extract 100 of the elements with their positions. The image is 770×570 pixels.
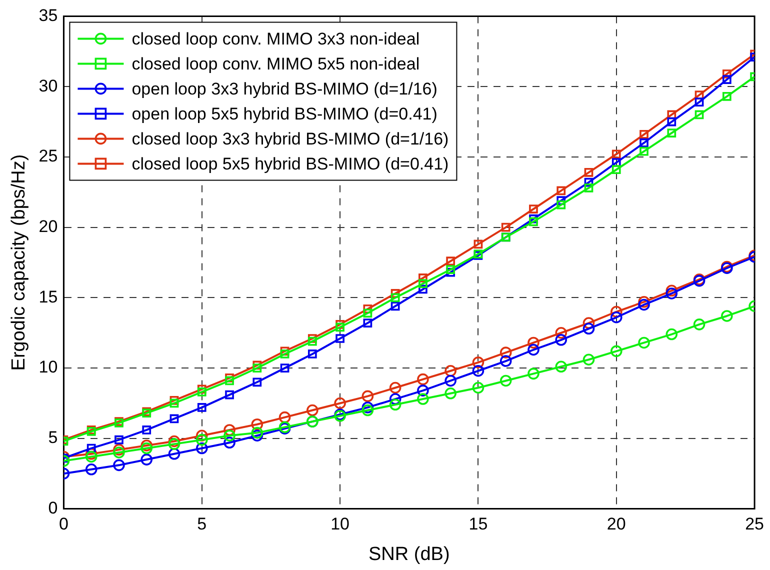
point [390, 293, 400, 302]
point [638, 336, 650, 349]
legend-label: closed loop 3x3 hybrid BS-MIMO (d=1/16) [132, 129, 449, 148]
legend-label: closed loop conv. MIMO 5x5 non-ideal [132, 54, 420, 74]
point [168, 438, 180, 450]
point [610, 345, 622, 358]
point [556, 196, 566, 206]
point [474, 240, 483, 249]
point [693, 318, 706, 330]
point [667, 110, 676, 120]
legend-label: closed loop 5x5 hybrid BS-MIMO (d=0.41) [132, 154, 449, 174]
point [280, 364, 290, 372]
point [446, 256, 456, 266]
point [113, 444, 125, 456]
point [582, 317, 595, 329]
point [582, 354, 595, 366]
point [85, 450, 98, 463]
point [225, 390, 234, 400]
point [694, 98, 704, 106]
point [694, 90, 704, 100]
point [278, 411, 291, 424]
point [666, 288, 678, 300]
point [722, 75, 732, 84]
x-tick-label: 5 [197, 514, 207, 534]
y-tick-label: 35 [38, 6, 58, 25]
point [582, 322, 595, 335]
point [225, 376, 234, 386]
point [334, 397, 346, 410]
y-tick-label: 20 [38, 217, 58, 236]
point [170, 414, 179, 424]
point [417, 373, 429, 386]
point [85, 463, 98, 476]
point [224, 424, 236, 436]
point [666, 284, 678, 297]
point [362, 404, 374, 416]
point [224, 436, 236, 449]
point [251, 418, 264, 430]
point [555, 334, 568, 346]
point [446, 265, 456, 274]
point [472, 382, 484, 394]
y-tick-label: 25 [38, 146, 58, 166]
point [501, 222, 510, 232]
point [418, 279, 428, 288]
point [472, 364, 484, 377]
point [197, 403, 206, 412]
point [640, 138, 648, 148]
point [444, 364, 456, 377]
point [389, 393, 402, 405]
point [722, 69, 732, 78]
point [640, 130, 648, 139]
x-tick-label: 10 [330, 514, 350, 534]
point [555, 326, 568, 339]
point [667, 128, 676, 138]
point [389, 398, 402, 411]
point [389, 382, 402, 394]
point [390, 289, 400, 298]
point [196, 430, 208, 442]
x-tick-label: 15 [468, 514, 488, 534]
point [113, 459, 125, 472]
point [500, 346, 512, 358]
point [444, 387, 456, 400]
point [140, 442, 153, 454]
y-tick-label: 30 [38, 76, 58, 96]
point [472, 356, 484, 368]
point [363, 304, 372, 314]
point [528, 368, 540, 380]
point [529, 204, 538, 214]
y-tick-label: 5 [48, 428, 58, 448]
point [584, 183, 594, 192]
point [113, 446, 125, 458]
point [584, 168, 594, 177]
point [721, 310, 733, 322]
point [252, 378, 262, 387]
point [694, 110, 704, 120]
point [306, 404, 318, 416]
point [556, 200, 566, 210]
y-tick-label: 0 [48, 498, 58, 518]
legend-label: open loop 5x5 hybrid BS-MIMO (d=0.41) [132, 104, 438, 124]
point [170, 398, 179, 408]
legend-label: open loop 3x3 hybrid BS-MIMO (d=1/16) [132, 79, 438, 98]
point [417, 393, 429, 405]
point [308, 350, 317, 358]
x-tick-label: 25 [745, 514, 764, 534]
point [528, 336, 540, 349]
point [114, 435, 124, 444]
point [556, 186, 566, 196]
point [142, 426, 152, 434]
point [528, 344, 540, 356]
point [362, 402, 374, 414]
point [363, 308, 372, 318]
point [612, 165, 621, 174]
point [500, 355, 512, 367]
point [363, 318, 372, 328]
point [196, 434, 208, 446]
point [251, 426, 264, 439]
point [610, 306, 622, 318]
point [196, 442, 208, 454]
x-axis-title: SNR (dB) [368, 544, 450, 565]
point [224, 430, 236, 442]
point [140, 454, 153, 466]
